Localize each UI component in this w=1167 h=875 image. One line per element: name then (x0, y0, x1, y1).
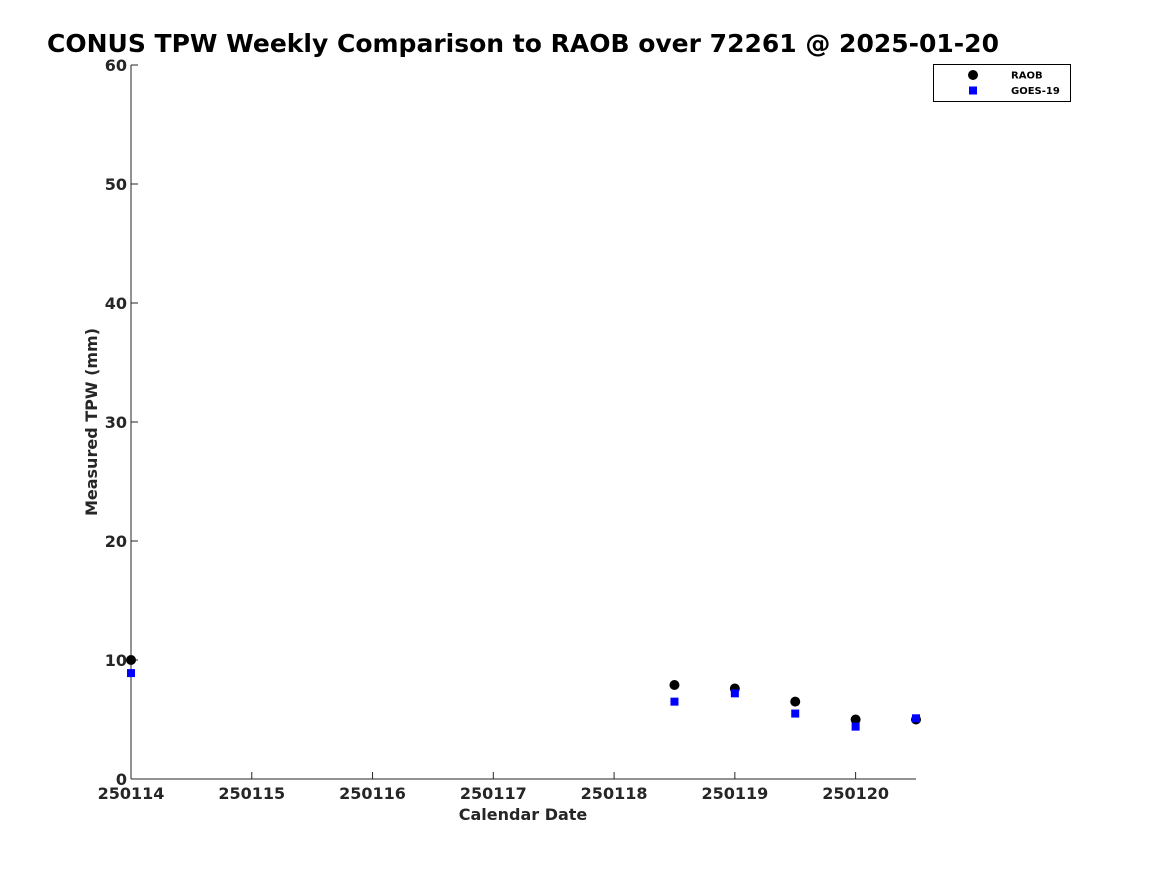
raob-point (669, 679, 680, 690)
legend-marker-goes (969, 86, 977, 95)
plot-axes: 250114 250115 250116 250117 250118 250119 2501… (98, 56, 916, 803)
series-goes-19 (127, 669, 920, 731)
raob-point (790, 696, 801, 707)
chart-title: CONUS TPW Weekly Comparison to RAOB over… (47, 29, 999, 58)
x-tick-label: 250115 (218, 784, 285, 803)
legend-entries: RAOB GOES-19 (968, 70, 1060, 97)
goes-point (912, 714, 920, 723)
raob-point (850, 714, 861, 725)
x-tick-label: 250119 (701, 784, 768, 803)
x-tick-label: 250118 (581, 784, 648, 803)
raob-point (126, 655, 136, 665)
goes-point (851, 722, 860, 731)
series-raob (126, 655, 921, 725)
y-tick-label: 30 (105, 413, 127, 432)
x-axis-ticks: 250114 250115 250116 250117 250118 250119 2501… (98, 772, 889, 803)
data-points (126, 655, 921, 731)
y-tick-label: 10 (105, 651, 127, 670)
x-tick-label: 250116 (339, 784, 406, 803)
legend: RAOB GOES-19 (933, 64, 1071, 102)
y-axis-ticks: 0 10 20 30 40 50 60 (105, 56, 138, 789)
y-tick-label: 50 (105, 175, 127, 194)
goes-point (791, 709, 800, 718)
legend-label: RAOB (1011, 71, 1043, 82)
goes-point (730, 689, 739, 698)
goes-point (127, 669, 135, 678)
y-tick-label: 60 (105, 56, 127, 75)
y-axis-label: Measured TPW (mm) (82, 328, 101, 516)
y-tick-label: 0 (116, 770, 127, 789)
legend-box (933, 64, 1071, 102)
y-tick-label: 40 (105, 294, 127, 313)
x-tick-label: 250117 (460, 784, 527, 803)
legend-label: GOES-19 (1011, 86, 1060, 97)
x-axis-label: Calendar Date (459, 805, 588, 824)
legend-marker-raob (968, 70, 978, 80)
x-tick-label: 250120 (822, 784, 889, 803)
goes-point (670, 697, 679, 706)
x-tick-label: 250114 (98, 784, 165, 803)
y-tick-label: 20 (105, 532, 127, 551)
